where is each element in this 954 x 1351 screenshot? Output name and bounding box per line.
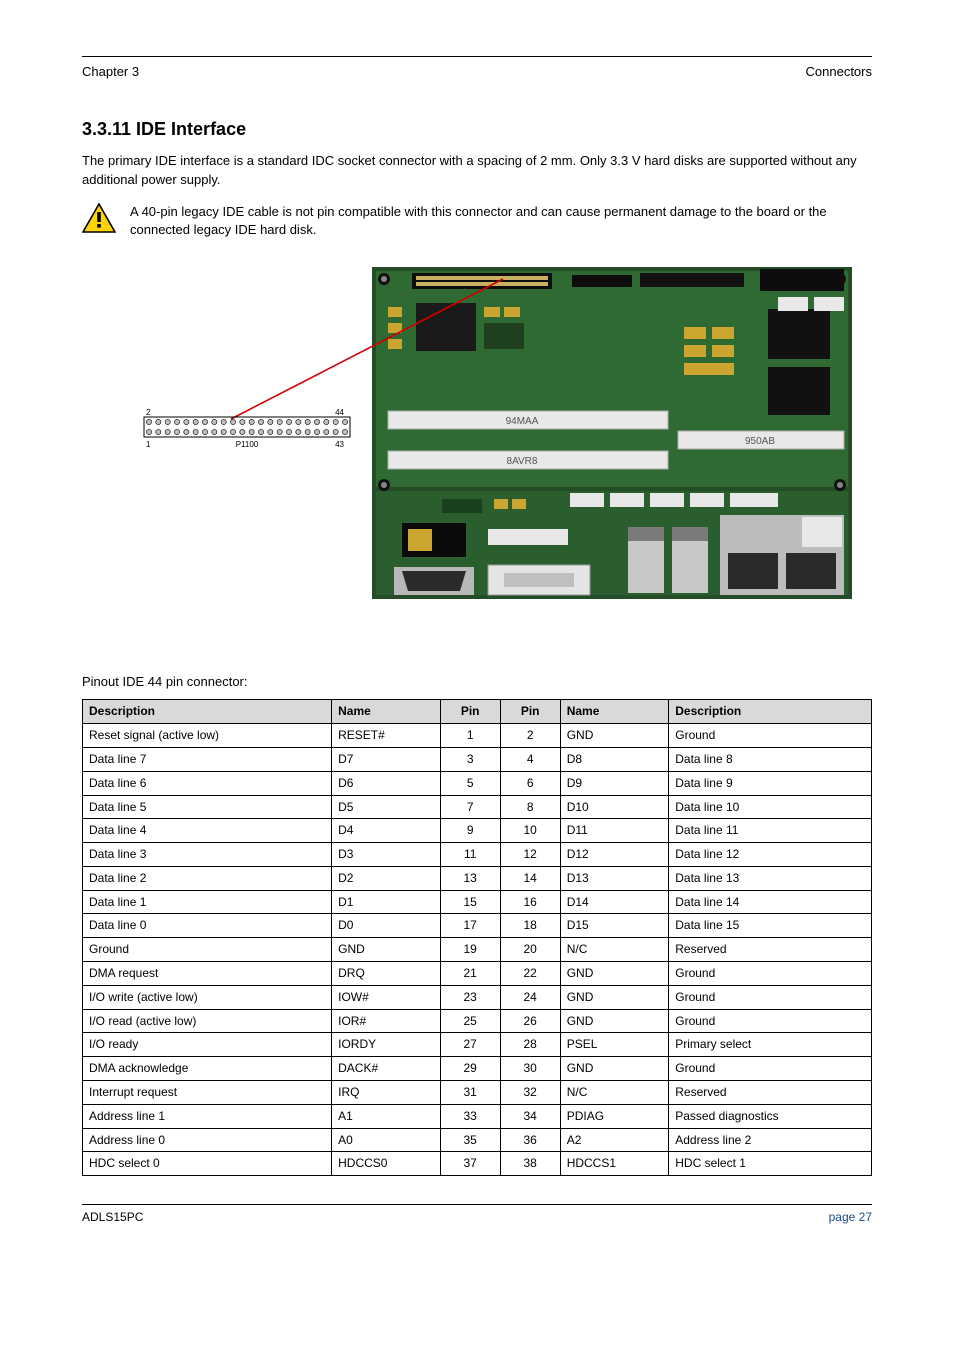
pinout-table: DescriptionNamePinPinNameDescription Res… bbox=[82, 699, 872, 1176]
table-row: Address line 0A03536A2Address line 2 bbox=[83, 1128, 872, 1152]
pinout-col-2: Pin bbox=[440, 700, 500, 724]
table-row: Data line 0D01718D15Data line 15 bbox=[83, 914, 872, 938]
svg-text:P1100: P1100 bbox=[236, 440, 259, 449]
svg-text:94MAA: 94MAA bbox=[506, 416, 539, 427]
pinout-col-1: Name bbox=[332, 700, 441, 724]
table-row: Interrupt requestIRQ3132N/CReserved bbox=[83, 1081, 872, 1105]
figure-area: 94MAA 8AVR8 950AB bbox=[82, 267, 872, 657]
header-right: Connectors bbox=[806, 63, 872, 81]
svg-text:43: 43 bbox=[335, 440, 344, 449]
table-row: DMA acknowledgeDACK#2930GNDGround bbox=[83, 1057, 872, 1081]
table-row: Data line 1D11516D14Data line 14 bbox=[83, 890, 872, 914]
pinout-col-5: Description bbox=[669, 700, 872, 724]
table-row: DMA requestDRQ2122GNDGround bbox=[83, 962, 872, 986]
table-row: I/O write (active low)IOW#2324GNDGround bbox=[83, 985, 872, 1009]
pinout-intro: Pinout IDE 44 pin connector: bbox=[82, 673, 872, 691]
svg-text:1: 1 bbox=[146, 440, 151, 449]
svg-text:950AB: 950AB bbox=[745, 436, 775, 447]
svg-text:2: 2 bbox=[146, 408, 151, 417]
board-photo: 94MAA 8AVR8 950AB bbox=[372, 267, 852, 599]
pinout-col-0: Description bbox=[83, 700, 332, 724]
section-body: The primary IDE interface is a standard … bbox=[82, 152, 872, 188]
table-row: Data line 6D656D9Data line 9 bbox=[83, 771, 872, 795]
table-row: Data line 7D734D8Data line 8 bbox=[83, 747, 872, 771]
caution-text: A 40-pin legacy IDE cable is not pin com… bbox=[130, 203, 872, 239]
footer-left: ADLS15PC bbox=[82, 1209, 143, 1226]
pinout-col-4: Name bbox=[560, 700, 669, 724]
header-left: Chapter 3 bbox=[82, 63, 139, 81]
connector-diagram: 2 44 1 P1100 43 bbox=[142, 407, 352, 451]
table-row: Data line 4D4910D11Data line 11 bbox=[83, 819, 872, 843]
table-row: Data line 5D578D10Data line 10 bbox=[83, 795, 872, 819]
svg-text:44: 44 bbox=[335, 408, 344, 417]
caution-icon bbox=[82, 203, 116, 233]
table-row: I/O readyIORDY2728PSELPrimary select bbox=[83, 1033, 872, 1057]
svg-text:8AVR8: 8AVR8 bbox=[507, 456, 538, 467]
footer-right: page 27 bbox=[829, 1209, 872, 1226]
table-row: Reset signal (active low)RESET#12GNDGrou… bbox=[83, 724, 872, 748]
table-row: GroundGND1920N/CReserved bbox=[83, 938, 872, 962]
table-row: Data line 3D31112D12Data line 12 bbox=[83, 843, 872, 867]
section-title: 3.3.11 IDE Interface bbox=[82, 117, 872, 142]
table-row: I/O read (active low)IOR#2526GNDGround bbox=[83, 1009, 872, 1033]
table-row: HDC select 0HDCCS03738HDCCS1HDC select 1 bbox=[83, 1152, 872, 1176]
table-row: Data line 2D21314D13Data line 13 bbox=[83, 866, 872, 890]
table-row: Address line 1A13334PDIAGPassed diagnost… bbox=[83, 1104, 872, 1128]
pinout-col-3: Pin bbox=[500, 700, 560, 724]
